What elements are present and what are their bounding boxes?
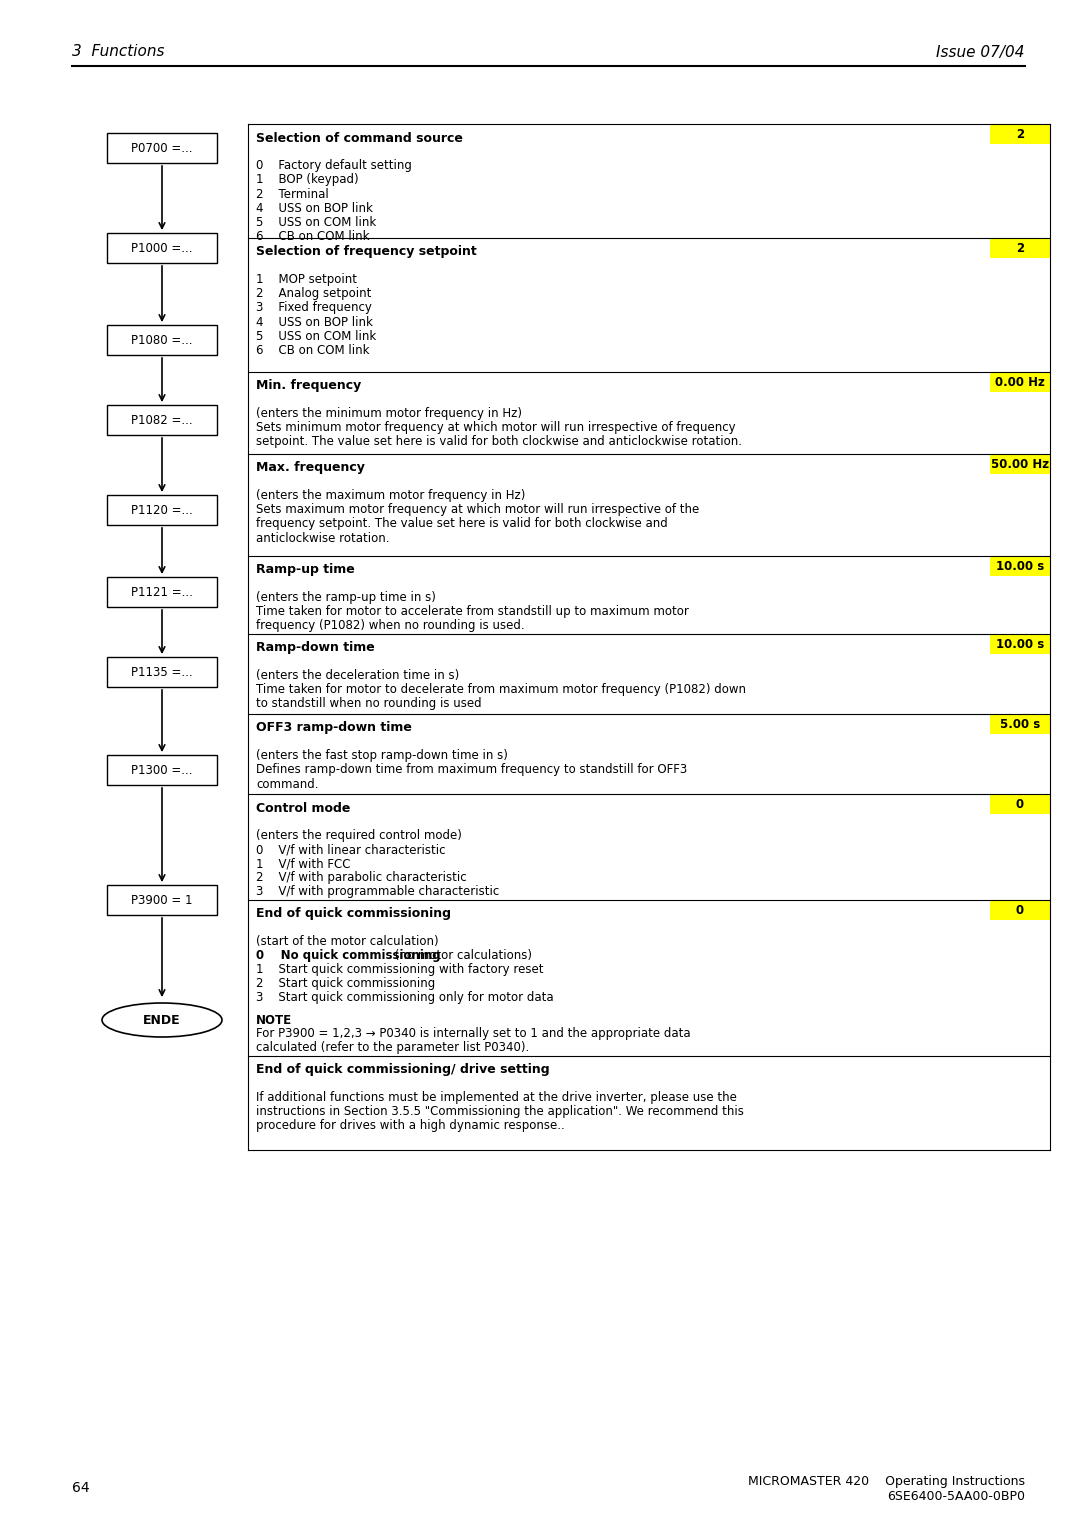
Text: 6    CB on COM link: 6 CB on COM link bbox=[256, 344, 369, 356]
Text: instructions in Section 3.5.5 "Commissioning the application". We recommend this: instructions in Section 3.5.5 "Commissio… bbox=[256, 1105, 744, 1118]
Text: Time taken for motor to decelerate from maximum motor frequency (P1082) down: Time taken for motor to decelerate from … bbox=[256, 683, 746, 697]
Text: 2    V/f with parabolic characteristic: 2 V/f with parabolic characteristic bbox=[256, 871, 467, 885]
Text: P1135 =...: P1135 =... bbox=[131, 666, 193, 678]
Text: command.: command. bbox=[256, 778, 319, 790]
Bar bbox=[990, 238, 1050, 258]
Text: For P3900 = 1,2,3 → P0340 is internally set to 1 and the appropriate data: For P3900 = 1,2,3 → P0340 is internally … bbox=[256, 1027, 690, 1041]
Text: 3    V/f with programmable characteristic: 3 V/f with programmable characteristic bbox=[256, 886, 499, 898]
Text: P1000 =...: P1000 =... bbox=[132, 241, 192, 255]
Text: (enters the maximum motor frequency in Hz): (enters the maximum motor frequency in H… bbox=[256, 489, 525, 503]
Text: (enters the deceleration time in s): (enters the deceleration time in s) bbox=[256, 669, 459, 683]
Text: P1121 =...: P1121 =... bbox=[131, 585, 193, 599]
Text: calculated (refer to the parameter list P0340).: calculated (refer to the parameter list … bbox=[256, 1042, 529, 1054]
Bar bbox=[107, 325, 217, 354]
Text: 0    Factory default setting: 0 Factory default setting bbox=[256, 159, 411, 173]
Text: Sets minimum motor frequency at which motor will run irrespective of frequency: Sets minimum motor frequency at which mo… bbox=[256, 422, 735, 434]
Text: 2    Analog setpoint: 2 Analog setpoint bbox=[256, 287, 372, 301]
Bar bbox=[990, 371, 1050, 393]
Text: (enters the fast stop ramp-down time in s): (enters the fast stop ramp-down time in … bbox=[256, 750, 508, 762]
Text: P0700 =...: P0700 =... bbox=[132, 142, 192, 154]
Bar bbox=[990, 634, 1050, 654]
Text: 5    USS on COM link: 5 USS on COM link bbox=[256, 215, 376, 229]
Text: 0: 0 bbox=[1016, 903, 1024, 917]
Text: Selection of command source: Selection of command source bbox=[256, 131, 463, 145]
Text: Control mode: Control mode bbox=[256, 802, 350, 814]
Bar bbox=[990, 714, 1050, 733]
Bar bbox=[990, 900, 1050, 920]
Bar bbox=[990, 124, 1050, 144]
Text: MICROMASTER 420    Operating Instructions: MICROMASTER 420 Operating Instructions bbox=[748, 1476, 1025, 1488]
Bar bbox=[990, 454, 1050, 474]
Text: Min. frequency: Min. frequency bbox=[256, 379, 361, 393]
Text: 0    No quick commissioning: 0 No quick commissioning bbox=[256, 949, 441, 963]
Text: 0    V/f with linear characteristic: 0 V/f with linear characteristic bbox=[256, 843, 446, 857]
Text: P1082 =...: P1082 =... bbox=[131, 414, 193, 426]
Text: P1300 =...: P1300 =... bbox=[132, 764, 192, 776]
Text: setpoint. The value set here is valid for both clockwise and anticlockwise rotat: setpoint. The value set here is valid fo… bbox=[256, 435, 742, 449]
Text: 1    V/f with FCC: 1 V/f with FCC bbox=[256, 857, 351, 871]
Text: Defines ramp-down time from maximum frequency to standstill for OFF3: Defines ramp-down time from maximum freq… bbox=[256, 764, 687, 776]
Text: 4    USS on BOP link: 4 USS on BOP link bbox=[256, 202, 373, 214]
Bar bbox=[107, 495, 217, 526]
Bar bbox=[990, 556, 1050, 576]
Bar bbox=[107, 755, 217, 785]
Text: 50.00 Hz: 50.00 Hz bbox=[991, 457, 1049, 471]
Text: 2: 2 bbox=[1016, 241, 1024, 255]
Text: frequency setpoint. The value set here is valid for both clockwise and: frequency setpoint. The value set here i… bbox=[256, 518, 667, 530]
Bar bbox=[107, 885, 217, 915]
Bar bbox=[990, 795, 1050, 814]
Text: (enters the minimum motor frequency in Hz): (enters the minimum motor frequency in H… bbox=[256, 408, 522, 420]
Text: Ramp-up time: Ramp-up time bbox=[256, 564, 354, 576]
Text: (no motor calculations): (no motor calculations) bbox=[391, 949, 532, 963]
Text: 4    USS on BOP link: 4 USS on BOP link bbox=[256, 315, 373, 329]
Text: 1    BOP (keypad): 1 BOP (keypad) bbox=[256, 174, 359, 186]
Text: 5.00 s: 5.00 s bbox=[1000, 718, 1040, 730]
Bar bbox=[107, 578, 217, 607]
Text: 2    Terminal: 2 Terminal bbox=[256, 188, 328, 200]
Text: anticlockwise rotation.: anticlockwise rotation. bbox=[256, 532, 390, 544]
Text: (enters the required control mode): (enters the required control mode) bbox=[256, 830, 462, 842]
Bar bbox=[107, 657, 217, 688]
Text: 64: 64 bbox=[72, 1481, 90, 1494]
Text: 6SE6400-5AA00-0BP0: 6SE6400-5AA00-0BP0 bbox=[887, 1490, 1025, 1502]
Text: (start of the motor calculation): (start of the motor calculation) bbox=[256, 935, 438, 949]
Text: 0: 0 bbox=[1016, 798, 1024, 810]
Text: to standstill when no rounding is used: to standstill when no rounding is used bbox=[256, 697, 482, 711]
Text: 3    Fixed frequency: 3 Fixed frequency bbox=[256, 301, 372, 315]
Text: 3  Functions: 3 Functions bbox=[72, 44, 164, 60]
Text: frequency (P1082) when no rounding is used.: frequency (P1082) when no rounding is us… bbox=[256, 619, 525, 633]
Bar bbox=[107, 405, 217, 435]
Text: P3900 = 1: P3900 = 1 bbox=[132, 894, 192, 906]
Text: 0.00 Hz: 0.00 Hz bbox=[995, 376, 1045, 388]
Text: Ramp-down time: Ramp-down time bbox=[256, 642, 375, 654]
Text: 2: 2 bbox=[1016, 127, 1024, 141]
Text: ENDE: ENDE bbox=[144, 1013, 180, 1027]
Text: 10.00 s: 10.00 s bbox=[996, 637, 1044, 651]
Text: (enters the ramp-up time in s): (enters the ramp-up time in s) bbox=[256, 591, 436, 605]
Text: P1080 =...: P1080 =... bbox=[132, 333, 192, 347]
Text: 10.00 s: 10.00 s bbox=[996, 559, 1044, 573]
Text: End of quick commissioning: End of quick commissioning bbox=[256, 908, 451, 920]
Text: P1120 =...: P1120 =... bbox=[131, 504, 193, 516]
Text: Sets maximum motor frequency at which motor will run irrespective of the: Sets maximum motor frequency at which mo… bbox=[256, 504, 699, 516]
Text: If additional functions must be implemented at the drive inverter, please use th: If additional functions must be implemen… bbox=[256, 1091, 737, 1105]
Ellipse shape bbox=[102, 1002, 222, 1038]
Bar bbox=[107, 133, 217, 163]
Text: 3    Start quick commissioning only for motor data: 3 Start quick commissioning only for mot… bbox=[256, 992, 554, 1004]
Text: Selection of frequency setpoint: Selection of frequency setpoint bbox=[256, 246, 476, 258]
Text: 2    Start quick commissioning: 2 Start quick commissioning bbox=[256, 978, 435, 990]
Text: 1    Start quick commissioning with factory reset: 1 Start quick commissioning with factory… bbox=[256, 964, 543, 976]
Text: Max. frequency: Max. frequency bbox=[256, 461, 365, 475]
Text: 6    CB on COM link: 6 CB on COM link bbox=[256, 229, 369, 243]
Text: Issue 07/04: Issue 07/04 bbox=[936, 44, 1025, 60]
Text: NOTE: NOTE bbox=[256, 1013, 292, 1027]
Text: procedure for drives with a high dynamic response..: procedure for drives with a high dynamic… bbox=[256, 1120, 565, 1132]
Text: 1    MOP setpoint: 1 MOP setpoint bbox=[256, 274, 357, 287]
Text: OFF3 ramp-down time: OFF3 ramp-down time bbox=[256, 721, 411, 735]
Bar bbox=[107, 232, 217, 263]
Text: Time taken for motor to accelerate from standstill up to maximum motor: Time taken for motor to accelerate from … bbox=[256, 605, 689, 619]
Text: 5    USS on COM link: 5 USS on COM link bbox=[256, 330, 376, 342]
Text: End of quick commissioning/ drive setting: End of quick commissioning/ drive settin… bbox=[256, 1063, 550, 1077]
